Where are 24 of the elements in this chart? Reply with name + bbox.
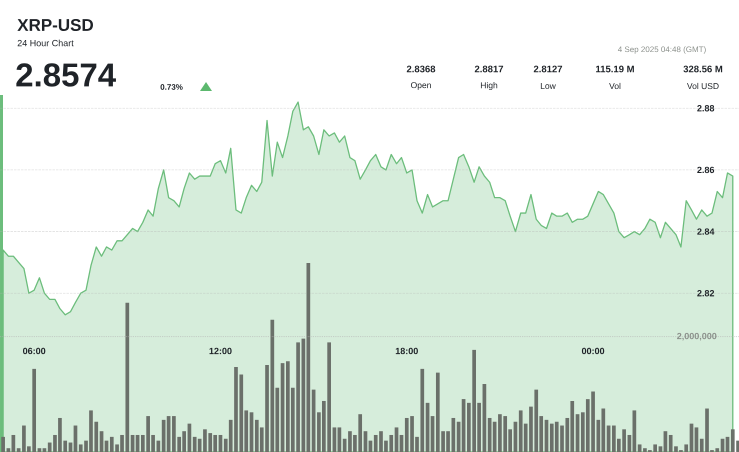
text: 2.8127: [534, 66, 562, 72]
text: Vol: [609, 82, 620, 90]
text: Vol USD: [686, 82, 719, 90]
y-tick-label: 2.82: [697, 290, 714, 296]
text: 2.8574: [16, 63, 116, 87]
text: Low: [540, 83, 556, 89]
text: 0.73%: [160, 84, 183, 90]
text: 2.8368: [406, 66, 436, 72]
chart-title: XRP-USD: [17, 18, 93, 32]
x-tick-label: 12:00: [210, 348, 232, 354]
chart-subtitle: 24 Hour Chart: [18, 40, 74, 46]
y-tick-label: 2.84: [697, 228, 714, 235]
annotation: 2,000,000: [677, 332, 716, 341]
text: 2.8817: [474, 66, 504, 72]
y-tick-label: 2.86: [697, 166, 714, 174]
text: 115.19 M: [596, 66, 634, 72]
x-tick-label: 18:00: [396, 348, 418, 354]
text: Open: [411, 82, 431, 90]
x-tick-label: 00:00: [582, 348, 604, 354]
text: 328.56 M: [683, 66, 722, 72]
text: High: [480, 82, 498, 90]
y-tick-label: 2.88: [697, 105, 714, 112]
x-tick-label: 06:00: [23, 348, 46, 354]
text: 4 Sep 2025 04:48 (GMT): [618, 46, 706, 54]
